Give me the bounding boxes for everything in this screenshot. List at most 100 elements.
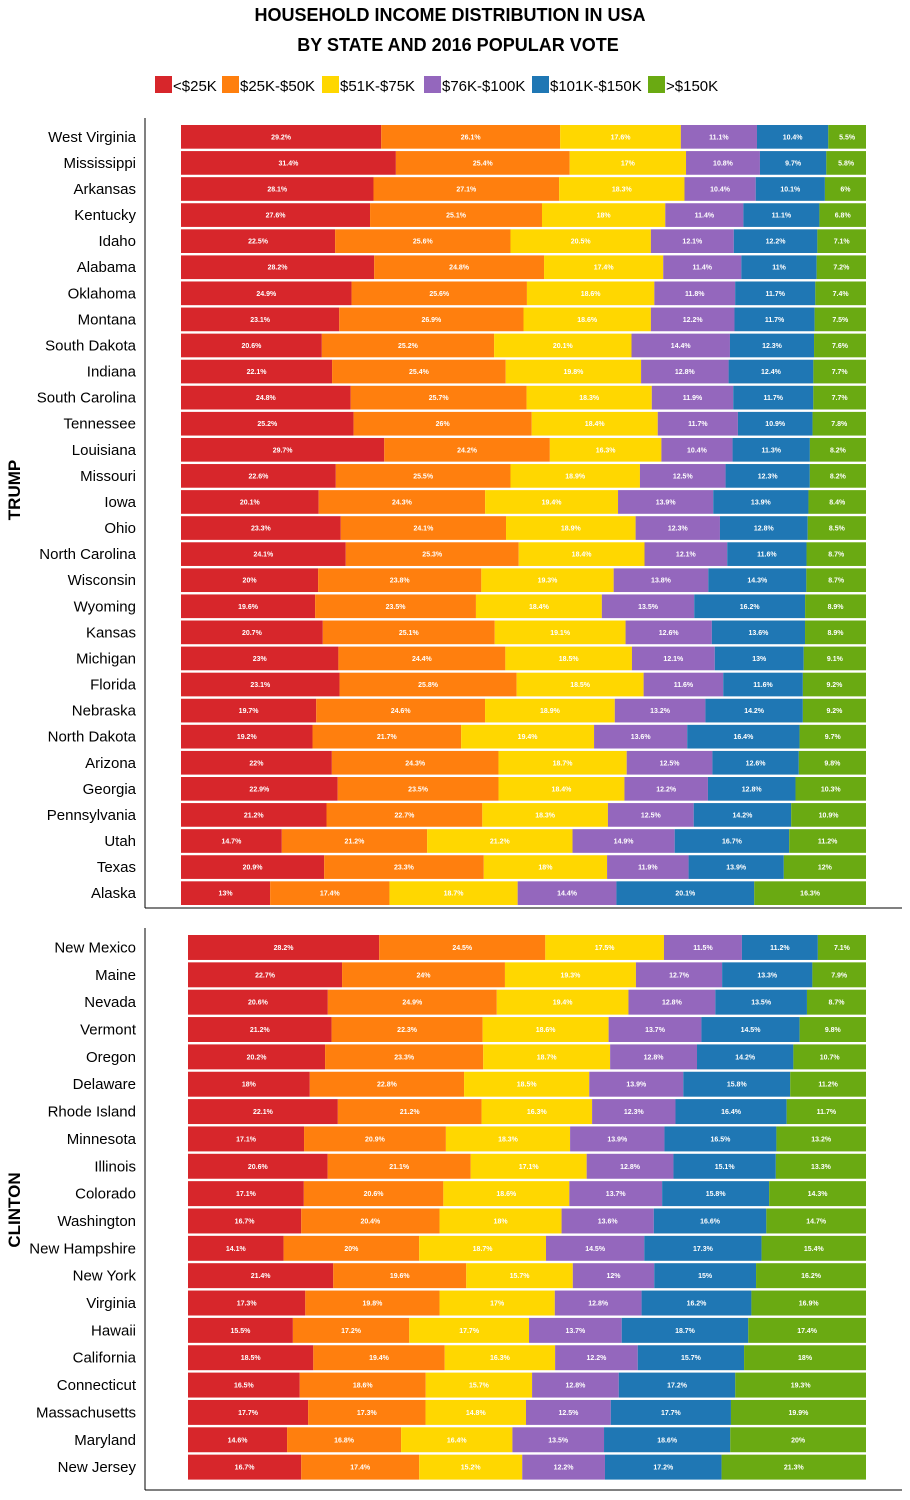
state-label: Kansas: [86, 624, 136, 641]
bar-segment: [485, 698, 615, 723]
bar-segment: [592, 1099, 676, 1125]
segment-value-label: 10.4%: [710, 187, 731, 194]
bar-segment: [181, 385, 351, 410]
segment-value-label: 23.1%: [250, 682, 271, 689]
segment-value-label: 10.3%: [821, 786, 842, 793]
segment-value-label: 28.2%: [274, 945, 295, 952]
segment-value-label: 13%: [752, 656, 767, 663]
segment-value-label: 18.7%: [553, 760, 574, 767]
chart-title: HOUSEHOLD INCOME DISTRIBUTION IN USA BY …: [254, 5, 645, 55]
segment-value-label: 12.8%: [662, 1000, 683, 1007]
segment-value-label: 20.6%: [248, 1164, 269, 1171]
bar-segment: [569, 151, 687, 175]
bar-row: Louisiana 29.7% 24.2% 16.3% 10.4% 11.3% 8.2%: [72, 437, 866, 462]
segment-value-label: 16.6%: [700, 1218, 721, 1225]
segment-value-label: 8.9%: [828, 604, 845, 611]
bar-segment: [653, 1208, 767, 1234]
segment-value-label: 22.7%: [255, 972, 276, 979]
bar-segment: [631, 333, 730, 358]
bar-segment: [756, 125, 829, 149]
bar-segment: [496, 989, 629, 1015]
bar-segment: [601, 594, 695, 619]
bar-segment: [817, 229, 866, 253]
bar-row: Oklahoma 24.9% 25.6% 18.6% 11.8% 11.7% 7.4%: [68, 281, 866, 306]
segment-value-label: 7.1%: [834, 239, 851, 246]
legend: <$25K $25K-$50K $51K-$75K $76K-$100K $101K-$…: [155, 76, 718, 95]
segment-value-label: 22.1%: [247, 369, 268, 376]
bar-segment: [618, 1372, 736, 1398]
bar-segment: [338, 646, 506, 671]
segment-value-label: 18.7%: [537, 1054, 558, 1061]
bar-segment: [708, 568, 807, 593]
state-label: Rhode Island: [48, 1104, 136, 1121]
bar-segment: [707, 777, 796, 801]
segment-value-label: 17.1%: [519, 1164, 540, 1171]
segment-value-label: 18.9%: [561, 526, 582, 533]
legend-item: $51K-$75K: [322, 76, 415, 95]
bar-segment: [554, 1290, 642, 1316]
segment-value-label: 15.4%: [804, 1246, 825, 1253]
bar-row: Alaska 13% 17.4% 18.7% 14.4% 20.1% 16.3%: [91, 881, 866, 905]
bar-segment: [809, 464, 866, 488]
segment-value-label: 15.5%: [231, 1328, 252, 1335]
bar-segment: [730, 1427, 866, 1453]
bar-row: Florida 23.1% 25.8% 18.5% 11.6% 11.6% 9.2%: [90, 672, 866, 697]
segment-value-label: 8.7%: [828, 1000, 845, 1007]
bar-segment: [664, 1126, 777, 1152]
segment-value-label: 20.9%: [365, 1136, 386, 1143]
bar-segment: [806, 989, 866, 1015]
bar-row: Iowa 20.1% 24.3% 19.4% 13.9% 13.9% 8.4%: [104, 490, 866, 514]
segment-value-label: 13.9%: [626, 1082, 647, 1089]
bar-segment: [826, 151, 866, 175]
segment-value-label: 8.2%: [830, 447, 847, 454]
segment-value-label: 15.7%: [510, 1273, 531, 1280]
legend-item: <$25K: [155, 76, 217, 95]
segment-value-label: 12.5%: [660, 760, 681, 767]
segment-value-label: 18.6%: [496, 1191, 517, 1198]
segment-value-label: 12.3%: [758, 473, 779, 480]
bar-segment: [351, 281, 527, 306]
segment-value-label: 13.6%: [631, 734, 652, 741]
bar-row: Idaho 22.5% 25.6% 20.5% 12.1% 12.2% 7.1%: [98, 229, 866, 253]
bar-segment: [327, 989, 497, 1015]
segment-value-label: 23.3%: [251, 526, 272, 533]
segment-value-label: 22.7%: [394, 812, 415, 819]
segment-value-label: 17.2%: [653, 1465, 674, 1472]
bar-segment: [181, 803, 327, 827]
bar-segment: [814, 307, 866, 332]
segment-value-label: 25.1%: [446, 213, 467, 220]
bar-segment: [734, 307, 815, 332]
bar-row: West Virginia 29.2% 26.1% 17.6% 11.1% 10.4% 5.…: [48, 125, 866, 149]
segment-value-label: 11.8%: [685, 291, 705, 298]
segment-value-label: 17.3%: [693, 1246, 714, 1253]
bar-segment: [819, 203, 866, 227]
bar-segment: [793, 1044, 866, 1070]
bar-segment: [333, 1263, 467, 1289]
bar-segment: [318, 568, 482, 593]
bar-row: New York 21.4% 19.6% 15.7% 12% 15% 16.2%: [73, 1263, 866, 1289]
segment-value-label: 9.7%: [785, 160, 802, 167]
state-label: California: [73, 1350, 137, 1367]
bar-segment: [518, 542, 645, 566]
legend-swatch: [222, 76, 239, 93]
bar-segment: [327, 1153, 471, 1179]
segment-value-label: 14.8%: [466, 1410, 487, 1417]
bar-segment: [776, 1126, 866, 1152]
bar-segment: [635, 962, 723, 988]
bar-segment: [482, 1017, 609, 1042]
bar-segment: [389, 881, 518, 905]
bar-segment: [775, 1153, 866, 1179]
segment-value-label: 18.6%: [577, 317, 598, 324]
bar-row: Massachusetts 17.7% 17.3% 14.8% 12.5% 17.7% 19…: [36, 1399, 866, 1425]
bar-segment: [188, 1017, 332, 1042]
bar-segment: [561, 1208, 654, 1234]
state-label: Tennessee: [63, 416, 136, 433]
segment-value-label: 13.9%: [607, 1136, 628, 1143]
bar-segment: [688, 855, 784, 879]
legend-label: <$25K: [173, 78, 217, 95]
segment-value-label: 15.8%: [727, 1082, 748, 1089]
state-label: Colorado: [75, 1186, 136, 1203]
segment-value-label: 18.7%: [675, 1328, 696, 1335]
bar-row: Utah 14.7% 21.2% 21.2% 14.9% 16.7% 11.2%: [104, 829, 866, 853]
